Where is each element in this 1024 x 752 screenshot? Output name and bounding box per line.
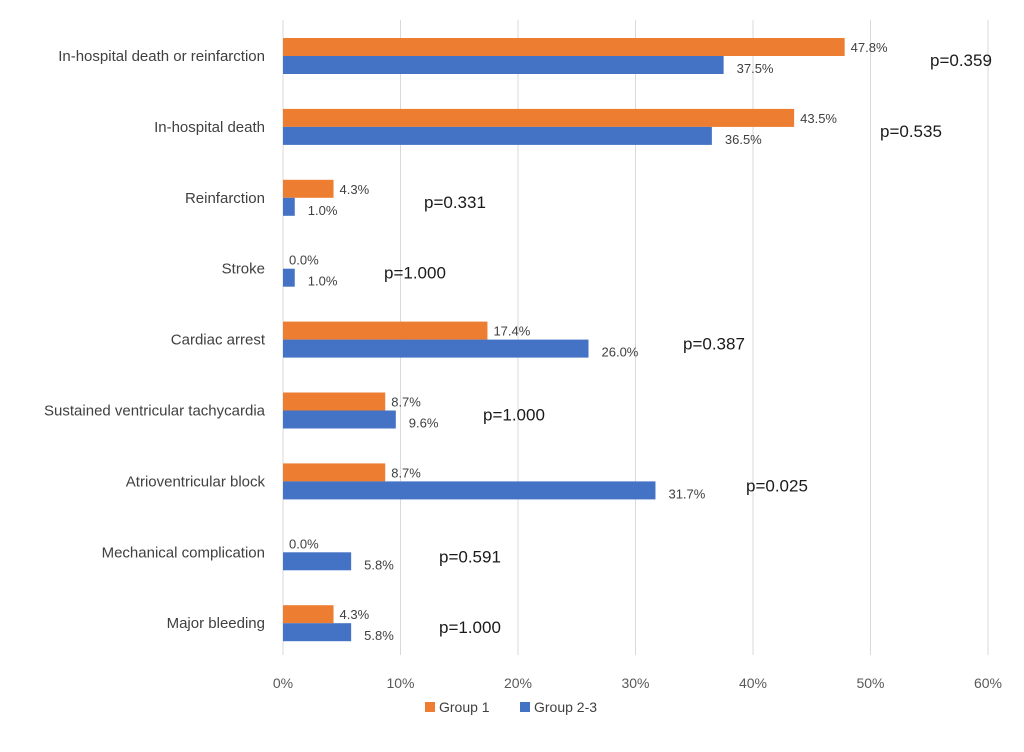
data-label: 43.5% bbox=[800, 111, 837, 126]
data-label: 4.3% bbox=[340, 607, 370, 622]
category-label: In-hospital death or reinfarction bbox=[58, 48, 265, 65]
legend-label-group-2-3: Group 2-3 bbox=[534, 699, 597, 715]
legend-swatch-group-1 bbox=[425, 702, 435, 712]
x-tick-label: 10% bbox=[386, 675, 414, 691]
bar-group-2-3 bbox=[283, 126, 712, 145]
p-value-label: p=1.000 bbox=[483, 406, 545, 425]
bar-group-1 bbox=[283, 392, 386, 411]
p-value-label: p=1.000 bbox=[384, 264, 446, 283]
p-value-label: p=0.025 bbox=[746, 476, 808, 495]
data-label: 36.5% bbox=[725, 132, 762, 147]
bar-group-1 bbox=[283, 108, 795, 127]
category-label: Major bleeding bbox=[167, 615, 265, 632]
data-label: 5.8% bbox=[364, 628, 394, 643]
bar-group-2-3 bbox=[283, 410, 396, 429]
data-label: 4.3% bbox=[340, 182, 370, 197]
data-label: 0.0% bbox=[289, 253, 319, 268]
bar-group-1 bbox=[283, 38, 845, 56]
labels: 0% 10% 20% 30% 40% 50% 60% In-hospital death or… bbox=[44, 40, 1002, 691]
bars bbox=[283, 38, 845, 642]
data-label: 37.5% bbox=[737, 61, 774, 76]
p-value-label: p=0.331 bbox=[424, 193, 486, 212]
category-label: Reinfarction bbox=[185, 190, 265, 207]
data-label: 8.7% bbox=[391, 395, 421, 410]
category-label: Stroke bbox=[222, 261, 265, 278]
x-tick-label: 50% bbox=[856, 675, 884, 691]
bar-group-2-3 bbox=[283, 197, 295, 216]
data-label: 5.8% bbox=[364, 557, 394, 572]
bar-group-2-3 bbox=[283, 56, 724, 74]
bar-group-1 bbox=[283, 321, 488, 340]
p-value-label: p=1.000 bbox=[439, 618, 501, 637]
bar-group-1 bbox=[283, 463, 386, 482]
data-label: 1.0% bbox=[308, 203, 338, 218]
data-label: 47.8% bbox=[851, 40, 888, 55]
data-label: 31.7% bbox=[668, 486, 705, 501]
x-tick-label: 40% bbox=[739, 675, 767, 691]
p-value-label: p=0.535 bbox=[880, 122, 942, 141]
p-value-label: p=0.387 bbox=[683, 335, 745, 354]
category-label: Cardiac arrest bbox=[171, 332, 266, 349]
data-label: 8.7% bbox=[391, 465, 421, 480]
bar-group-2-3 bbox=[283, 623, 352, 642]
p-value-label: p=0.359 bbox=[930, 51, 992, 70]
category-label: Mechanical complication bbox=[102, 544, 265, 561]
p-value-label: p=0.591 bbox=[439, 547, 501, 566]
bar-group-2-3 bbox=[283, 268, 295, 287]
bar-group-1 bbox=[283, 179, 334, 198]
data-label: 1.0% bbox=[308, 274, 338, 289]
category-label: Atrioventricular block bbox=[126, 473, 266, 490]
data-label: 0.0% bbox=[289, 536, 319, 551]
x-tick-label: 0% bbox=[273, 675, 293, 691]
bar-group-2-3 bbox=[283, 552, 352, 571]
bar-group-2-3 bbox=[283, 339, 589, 358]
category-label: Sustained ventricular tachycardia bbox=[44, 403, 266, 420]
data-label: 26.0% bbox=[602, 345, 639, 360]
x-tick-label: 20% bbox=[504, 675, 532, 691]
data-label: 9.6% bbox=[409, 416, 439, 431]
legend-label-group-1: Group 1 bbox=[439, 699, 490, 715]
bar-group-2-3 bbox=[283, 481, 656, 500]
category-label: In-hospital death bbox=[154, 119, 265, 136]
x-tick-label: 60% bbox=[974, 675, 1002, 691]
data-label: 17.4% bbox=[493, 324, 530, 339]
bar-group-1 bbox=[283, 605, 334, 624]
legend-swatch-group-2-3 bbox=[520, 702, 530, 712]
legend: Group 1 Group 2-3 bbox=[425, 699, 597, 715]
x-tick-label: 30% bbox=[621, 675, 649, 691]
